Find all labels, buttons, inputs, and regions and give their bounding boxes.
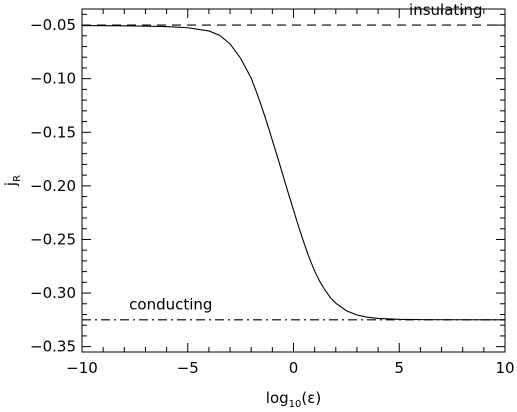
y-axis-label-subscript: R (12, 175, 23, 182)
y-tick-label: −0.30 (30, 284, 76, 302)
annotation-conducting: conducting (129, 296, 212, 314)
x-tick-label: −10 (66, 359, 98, 377)
tick-labels: −10 −5 0 5 10 −0.35 −0.30 −0.25 −0.20 −0.15 −0.10 −… (30, 16, 515, 377)
x-tick-label: 10 (495, 359, 514, 377)
y-tick-label: −0.25 (30, 230, 76, 248)
y-axis-label: jR (2, 175, 23, 187)
y-tick-label: −0.05 (30, 16, 76, 34)
x-tick-label: 0 (289, 359, 299, 377)
x-axis-label-subscript: 10 (289, 399, 302, 410)
series-line-curve (81, 25, 506, 321)
x-axis-label: log10(ε) (266, 389, 321, 410)
x-axis-label-main: log (266, 389, 289, 407)
plot-frame (81, 8, 506, 353)
plot-area: insulating conducting (81, 1, 506, 321)
y-tick-label: −0.20 (30, 177, 76, 195)
annotation-insulating: insulating (409, 1, 482, 19)
y-axis-label-main: j (2, 182, 20, 187)
axis-ticks (81, 9, 506, 352)
x-tick-label: −5 (177, 359, 199, 377)
y-tick-label: −0.10 (30, 70, 76, 88)
x-axis-label-argument: (ε) (301, 389, 321, 407)
x-tick-label: 5 (394, 359, 404, 377)
y-tick-label: −0.15 (30, 123, 76, 141)
y-tick-label: −0.35 (30, 338, 76, 356)
